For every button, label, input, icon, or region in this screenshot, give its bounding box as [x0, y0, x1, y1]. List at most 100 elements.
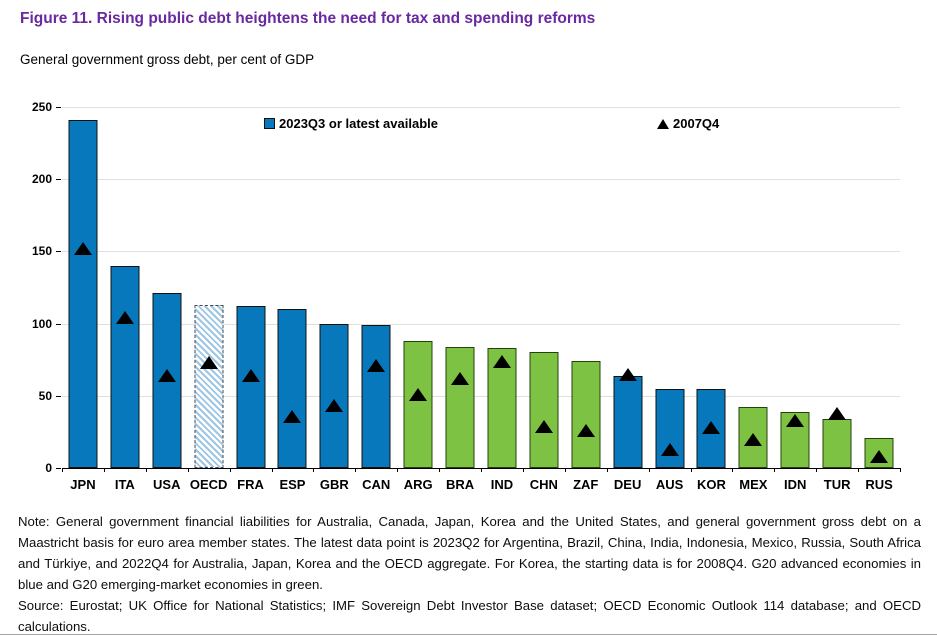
gridline-250: [62, 107, 900, 108]
gridline-100: [62, 323, 900, 325]
x-axis-label-ARG: ARG: [403, 477, 433, 492]
marker-2007q4-TUR: [828, 407, 847, 420]
legend-label-2023: 2023Q3 or latest available: [279, 116, 438, 131]
bar-DEU: [613, 376, 643, 468]
footnote-block: Note: General government financial liabi…: [18, 511, 921, 637]
y-axis-label-100: 100: [31, 316, 52, 331]
x-tick-17: [774, 468, 775, 472]
category-slot-TUR: TUR: [816, 107, 858, 492]
x-axis-label-ITA: ITA: [114, 477, 135, 492]
bar-IDN: [780, 412, 810, 468]
category-slot-CAN: CAN: [355, 107, 397, 492]
x-axis-label-ZAF: ZAF: [573, 477, 599, 492]
plot-area: 2023Q3 or latest available 2007Q4 0 50 100…: [32, 100, 901, 492]
bar-GBR: [319, 324, 349, 468]
marker-2007q4-AUS: [660, 443, 679, 456]
x-axis-label-AUS: AUS: [655, 477, 684, 492]
y-tick-50: [56, 395, 61, 397]
x-axis-label-OECD: OECD: [189, 477, 228, 492]
category-slot-BRA: BRA: [439, 107, 481, 492]
marker-2007q4-ESP: [283, 410, 302, 423]
marker-2007q4-ITA: [115, 311, 134, 324]
marker-2007q4-ZAF: [576, 424, 595, 437]
x-tick-5: [272, 468, 273, 472]
x-axis-label-KOR: KOR: [697, 477, 726, 492]
y-axis-label-0: 0: [45, 461, 52, 475]
x-axis-label-IND: IND: [490, 477, 514, 492]
y-tick-100: [56, 323, 61, 325]
category-slot-GBR: GBR: [313, 107, 355, 492]
marker-2007q4-IND: [492, 355, 511, 368]
legend-square-swatch: [264, 118, 275, 129]
bar-ITA: [110, 266, 140, 468]
marker-2007q4-BRA: [451, 372, 470, 385]
category-slot-RUS: RUS: [858, 107, 900, 492]
x-tick-1: [104, 468, 105, 472]
note-text: Note: General government financial liabi…: [18, 514, 921, 592]
gridline-150: [62, 251, 900, 253]
x-tick-8: [397, 468, 398, 472]
x-tick-16: [732, 468, 733, 472]
legend-item-2007: 2007Q4: [657, 116, 719, 131]
legend-triangle-swatch: [657, 118, 669, 129]
marker-2007q4-IDN: [786, 414, 805, 427]
x-axis-label-USA: USA: [153, 477, 181, 492]
marker-2007q4-RUS: [870, 450, 889, 463]
bar-FRA: [236, 306, 266, 468]
marker-2007q4-FRA: [241, 369, 260, 382]
category-slot-AUS: AUS: [649, 107, 691, 492]
marker-2007q4-GBR: [325, 399, 344, 412]
marker-2007q4-MEX: [744, 433, 763, 446]
bar-ZAF: [571, 361, 601, 468]
category-slot-ARG: ARG: [397, 107, 439, 492]
category-slot-MEX: MEX: [732, 107, 774, 492]
x-tick-0: [62, 468, 63, 472]
y-axis-label-150: 150: [31, 244, 52, 259]
y-axis-label-250: 250: [31, 100, 52, 114]
y-tick-200: [56, 179, 61, 181]
x-tick-15: [691, 468, 692, 472]
x-tick-4: [230, 468, 231, 472]
category-slot-ESP: ESP: [272, 107, 314, 492]
x-tick-14: [649, 468, 650, 472]
bar-JPN: [68, 120, 98, 468]
x-tick-3: [188, 468, 189, 472]
marker-2007q4-DEU: [618, 368, 637, 381]
x-tick-20: [900, 468, 901, 472]
x-tick-18: [816, 468, 817, 472]
marker-2007q4-KOR: [702, 421, 721, 434]
marker-2007q4-ARG: [409, 388, 428, 401]
legend-label-2007: 2007Q4: [673, 116, 720, 131]
x-axis-label-RUS: RUS: [865, 477, 893, 492]
x-tick-7: [355, 468, 356, 472]
y-tick-250: [56, 107, 61, 108]
bar-CHN: [529, 352, 559, 468]
y-axis-label-50: 50: [38, 388, 52, 403]
y-axis-label-200: 200: [31, 172, 52, 187]
x-tick-12: [565, 468, 566, 472]
bar-AUS: [655, 389, 685, 468]
marker-2007q4-CHN: [534, 420, 553, 433]
category-slot-JPN: JPN: [62, 107, 104, 492]
gridline-50: [62, 395, 900, 397]
marker-2007q4-JPN: [73, 242, 92, 255]
x-tick-2: [146, 468, 147, 472]
category-slot-OECD: OECD: [188, 107, 230, 492]
x-tick-6: [313, 468, 314, 472]
source-text: Source: Eurostat; UK Office for National…: [18, 598, 921, 634]
x-tick-9: [439, 468, 440, 472]
x-axis-label-CAN: CAN: [362, 477, 391, 492]
bar-CAN: [361, 325, 391, 468]
figure-subtitle: General government gross debt, per cent …: [20, 52, 315, 67]
x-axis-label-FRA: FRA: [237, 477, 264, 492]
category-slot-USA: USA: [146, 107, 188, 492]
marker-2007q4-USA: [157, 369, 176, 382]
y-tick-0: [56, 468, 61, 469]
category-slot-ITA: ITA: [104, 107, 146, 492]
category-slot-KOR: KOR: [691, 107, 733, 492]
x-axis-label-GBR: GBR: [319, 477, 349, 492]
bar-ESP: [277, 309, 307, 468]
x-tick-19: [858, 468, 859, 472]
category-slot-FRA: FRA: [230, 107, 272, 492]
